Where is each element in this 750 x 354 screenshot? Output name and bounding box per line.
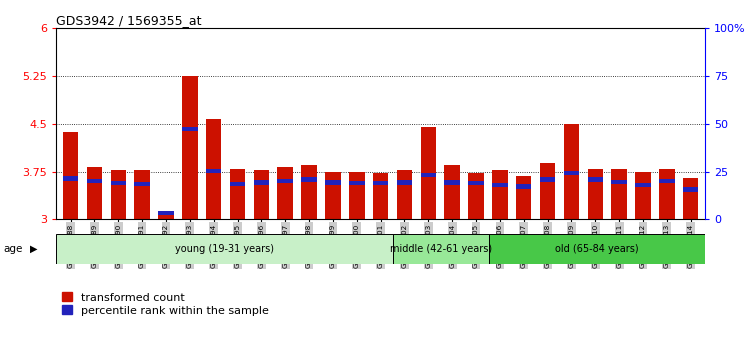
Bar	[158, 211, 174, 215]
Bar	[587, 177, 603, 182]
Bar	[349, 172, 364, 219]
Bar	[182, 127, 197, 131]
Bar	[326, 180, 340, 185]
Bar	[421, 173, 436, 177]
Bar	[302, 177, 316, 182]
Bar	[587, 169, 603, 219]
Bar	[489, 234, 705, 264]
Bar	[206, 169, 221, 173]
Bar	[516, 176, 532, 219]
Text: old (65-84 years): old (65-84 years)	[555, 244, 639, 254]
Bar	[63, 176, 78, 181]
Bar	[492, 170, 508, 219]
Bar	[134, 170, 150, 219]
Bar	[278, 179, 293, 183]
Bar	[635, 172, 651, 219]
Bar	[349, 181, 364, 185]
Bar	[445, 180, 460, 185]
Bar	[468, 173, 484, 219]
Bar	[230, 182, 245, 186]
Bar	[683, 187, 698, 192]
Bar	[659, 169, 674, 219]
Text: ▶: ▶	[30, 244, 38, 253]
Bar	[445, 165, 460, 219]
Bar	[421, 127, 436, 219]
Bar	[182, 76, 197, 219]
Bar	[254, 180, 269, 185]
Bar	[397, 180, 412, 185]
Bar	[611, 180, 627, 184]
Bar	[56, 234, 393, 264]
Bar	[393, 234, 489, 264]
Legend: transformed count, percentile rank within the sample: transformed count, percentile rank withi…	[62, 292, 268, 316]
Bar	[134, 182, 150, 186]
Bar	[397, 170, 412, 219]
Bar	[158, 212, 174, 219]
Bar	[659, 179, 674, 183]
Bar	[63, 132, 78, 219]
Text: age: age	[4, 244, 23, 253]
Bar	[87, 179, 102, 183]
Text: GDS3942 / 1569355_at: GDS3942 / 1569355_at	[56, 14, 202, 27]
Bar	[206, 119, 221, 219]
Bar	[540, 164, 555, 219]
Bar	[516, 184, 532, 189]
Bar	[564, 124, 579, 219]
Bar	[635, 183, 651, 187]
Text: young (19-31 years): young (19-31 years)	[175, 244, 274, 254]
Bar	[87, 167, 102, 219]
Bar	[540, 177, 555, 182]
Bar	[564, 171, 579, 175]
Bar	[373, 173, 388, 219]
Bar	[110, 170, 126, 219]
Bar	[110, 181, 126, 185]
Bar	[302, 165, 316, 219]
Bar	[492, 183, 508, 187]
Bar	[611, 169, 627, 219]
Bar	[373, 181, 388, 185]
Bar	[326, 172, 340, 219]
Bar	[683, 178, 698, 219]
Text: middle (42-61 years): middle (42-61 years)	[390, 244, 492, 254]
Bar	[230, 169, 245, 219]
Bar	[254, 170, 269, 219]
Bar	[278, 167, 293, 219]
Bar	[468, 181, 484, 185]
